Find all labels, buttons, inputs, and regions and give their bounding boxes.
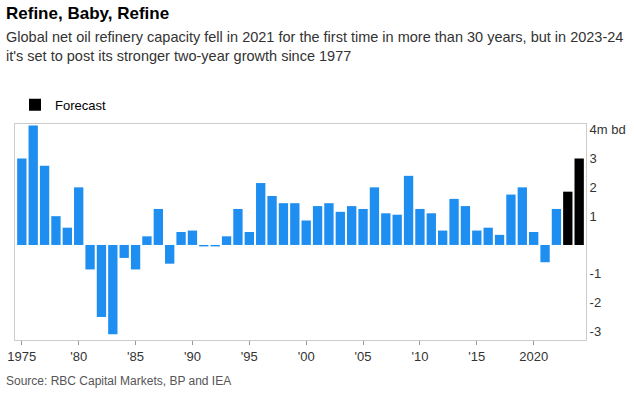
svg-text:2020: 2020 [519, 349, 548, 364]
svg-text:'05: '05 [355, 349, 372, 364]
html-text:Global net oil refinery capaci: Global net oil refinery capacity fell in… [6, 29, 624, 64]
svg-text:Forecast: Forecast [55, 98, 106, 113]
html-text:Source: RBC Capital Markets, B: Source: RBC Capital Markets, BP and IEA [6, 374, 232, 388]
svg-text:-3: -3 [590, 324, 602, 339]
svg-text:'95: '95 [241, 349, 258, 364]
svg-text:2: 2 [590, 180, 597, 195]
svg-text:3: 3 [590, 151, 597, 166]
html-text:Refine, Baby, Refine: Refine, Baby, Refine [6, 4, 170, 23]
svg-text:'85: '85 [127, 349, 144, 364]
svg-text:1: 1 [590, 209, 597, 224]
svg-text:'00: '00 [298, 349, 315, 364]
svg-text:-1: -1 [590, 266, 602, 281]
svg-text:-2: -2 [590, 295, 602, 310]
svg-text:'15: '15 [468, 349, 485, 364]
svg-text:'10: '10 [411, 349, 428, 364]
svg-text:'80: '80 [70, 349, 87, 364]
svg-text:'90: '90 [184, 349, 201, 364]
svg-text:4m bd: 4m bd [590, 122, 626, 137]
svg-text:1975: 1975 [7, 349, 36, 364]
